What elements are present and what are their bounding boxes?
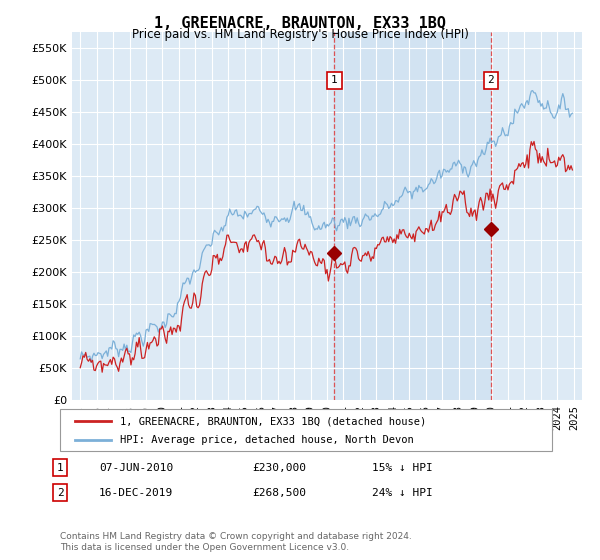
Text: 07-JUN-2010: 07-JUN-2010	[99, 463, 173, 473]
Text: 16-DEC-2019: 16-DEC-2019	[99, 488, 173, 498]
Text: 2: 2	[487, 76, 494, 86]
Text: 1: 1	[56, 463, 64, 473]
Text: £230,000: £230,000	[252, 463, 306, 473]
Text: 1: 1	[331, 76, 338, 86]
Text: 1, GREENACRE, BRAUNTON, EX33 1BQ (detached house): 1, GREENACRE, BRAUNTON, EX33 1BQ (detach…	[120, 417, 426, 426]
Bar	[334, 32, 491, 400]
Text: 1, GREENACRE, BRAUNTON, EX33 1BQ: 1, GREENACRE, BRAUNTON, EX33 1BQ	[154, 16, 446, 31]
Text: Price paid vs. HM Land Registry's House Price Index (HPI): Price paid vs. HM Land Registry's House …	[131, 28, 469, 41]
Text: £268,500: £268,500	[252, 488, 306, 498]
Text: HPI: Average price, detached house, North Devon: HPI: Average price, detached house, Nort…	[120, 435, 414, 445]
Text: 24% ↓ HPI: 24% ↓ HPI	[372, 488, 433, 498]
Text: 2: 2	[56, 488, 64, 498]
Text: Contains HM Land Registry data © Crown copyright and database right 2024.
This d: Contains HM Land Registry data © Crown c…	[60, 532, 412, 552]
Text: 15% ↓ HPI: 15% ↓ HPI	[372, 463, 433, 473]
